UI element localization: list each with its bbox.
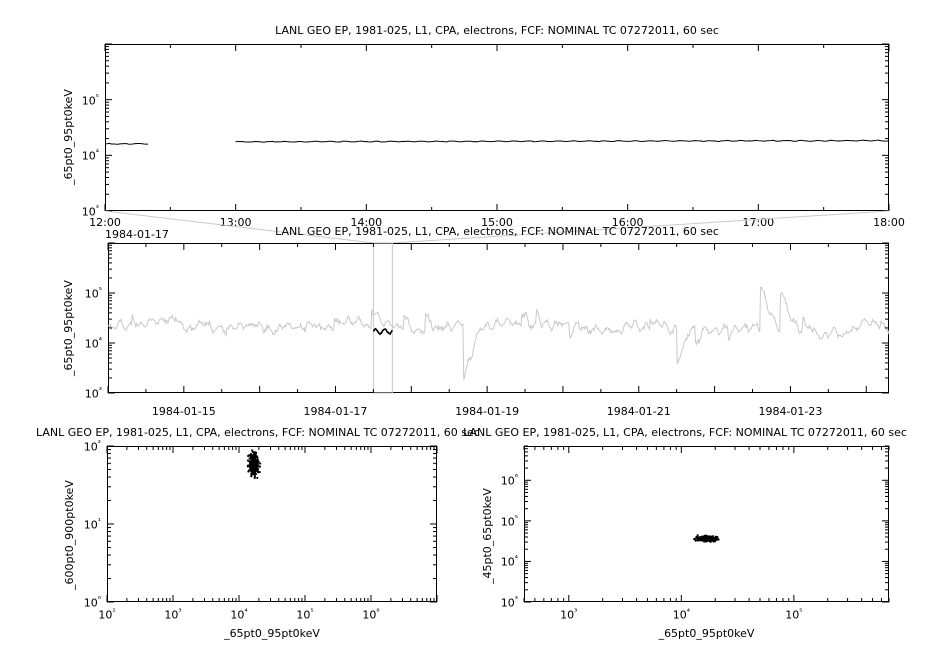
y-tick-label: 10⁵ (84, 285, 102, 301)
scatter-right-canvas (523, 445, 890, 603)
scatter-right-y-axis-label: _45pt0_65pt0keV (481, 488, 494, 584)
y-tick-label: 10³ (84, 385, 102, 401)
scatter-right-title: LANL GEO EP, 1981-025, L1, CPA, electron… (463, 426, 907, 439)
zoom-connector-line (104, 210, 374, 244)
scatter-left-y-axis-label: _600pt0_900pt0keV (63, 480, 76, 590)
context-selected-trace (372, 327, 394, 336)
y-tick-label: 10⁵ (81, 92, 99, 107)
y-tick-label: 10¹ (83, 516, 101, 532)
x-tick-label: 15:00 (481, 216, 513, 229)
scatter-point-cloud (246, 449, 262, 480)
context-series-canvas (107, 242, 890, 394)
detail-flux-trace (235, 139, 890, 143)
x-tick-label: 16:00 (611, 216, 644, 229)
x-tick-label: 10² (98, 607, 116, 622)
x-tick-label: 1984-01-17 (303, 405, 368, 418)
x-tick-label: 10⁶ (362, 607, 380, 622)
scatter-left-title: LANL GEO EP, 1981-025, L1, CPA, electron… (36, 426, 480, 439)
x-tick-label: 10³ (560, 607, 578, 622)
zoom-selection-box[interactable] (372, 242, 393, 394)
scatter-left-canvas (106, 445, 438, 603)
x-tick-label: 1984-01-19 (455, 405, 520, 418)
y-tick-label: 10² (83, 438, 101, 454)
y-tick-label: 10⁴ (81, 148, 99, 163)
zoom-connector-line (392, 210, 890, 244)
context-panel-title: LANL GEO EP, 1981-025, L1, CPA, electron… (275, 225, 719, 238)
x-tick-label: 12:00 (89, 216, 121, 229)
y-tick-label: 10³ (81, 203, 99, 219)
x-tick-label: 1984-01-23 (758, 405, 823, 418)
x-tick-label: 10⁵ (785, 607, 803, 622)
detail-panel-title: LANL GEO EP, 1981-025, L1, CPA, electron… (275, 24, 719, 37)
context-plot-frame (108, 243, 889, 393)
y-tick-label: 10⁰ (83, 594, 101, 610)
x-tick-label: 1984-01-15 (151, 405, 216, 418)
y-tick-label: 10⁴ (84, 335, 102, 351)
x-tick-label: 10³ (164, 607, 182, 622)
y-tick-label: 10³ (500, 594, 518, 610)
x-tick-label: 10⁴ (672, 607, 690, 622)
x-tick-label: 14:00 (350, 216, 383, 229)
x-tick-label: 10⁵ (296, 607, 314, 622)
scatter-right-plot-frame (524, 446, 889, 602)
y-tick-label: 10⁵ (500, 513, 518, 529)
x-tick-label: 10⁴ (230, 607, 248, 622)
x-tick-label: 1984-01-21 (606, 405, 671, 418)
detail-flux-trace (104, 142, 149, 145)
y-tick-label: 10⁶ (500, 472, 518, 488)
detail-x-date-label: 1984-01-17 (105, 228, 169, 241)
context-flux-trace (107, 286, 890, 380)
x-tick-label: 18:00 (873, 216, 905, 229)
y-tick-label: 10⁴ (500, 554, 518, 569)
scatter-left-x-axis-label: _65pt0_95pt0keV (224, 627, 320, 640)
scatter-point-cloud (693, 534, 720, 543)
scatter-right-x-axis-label: _65pt0_95pt0keV (658, 627, 755, 640)
